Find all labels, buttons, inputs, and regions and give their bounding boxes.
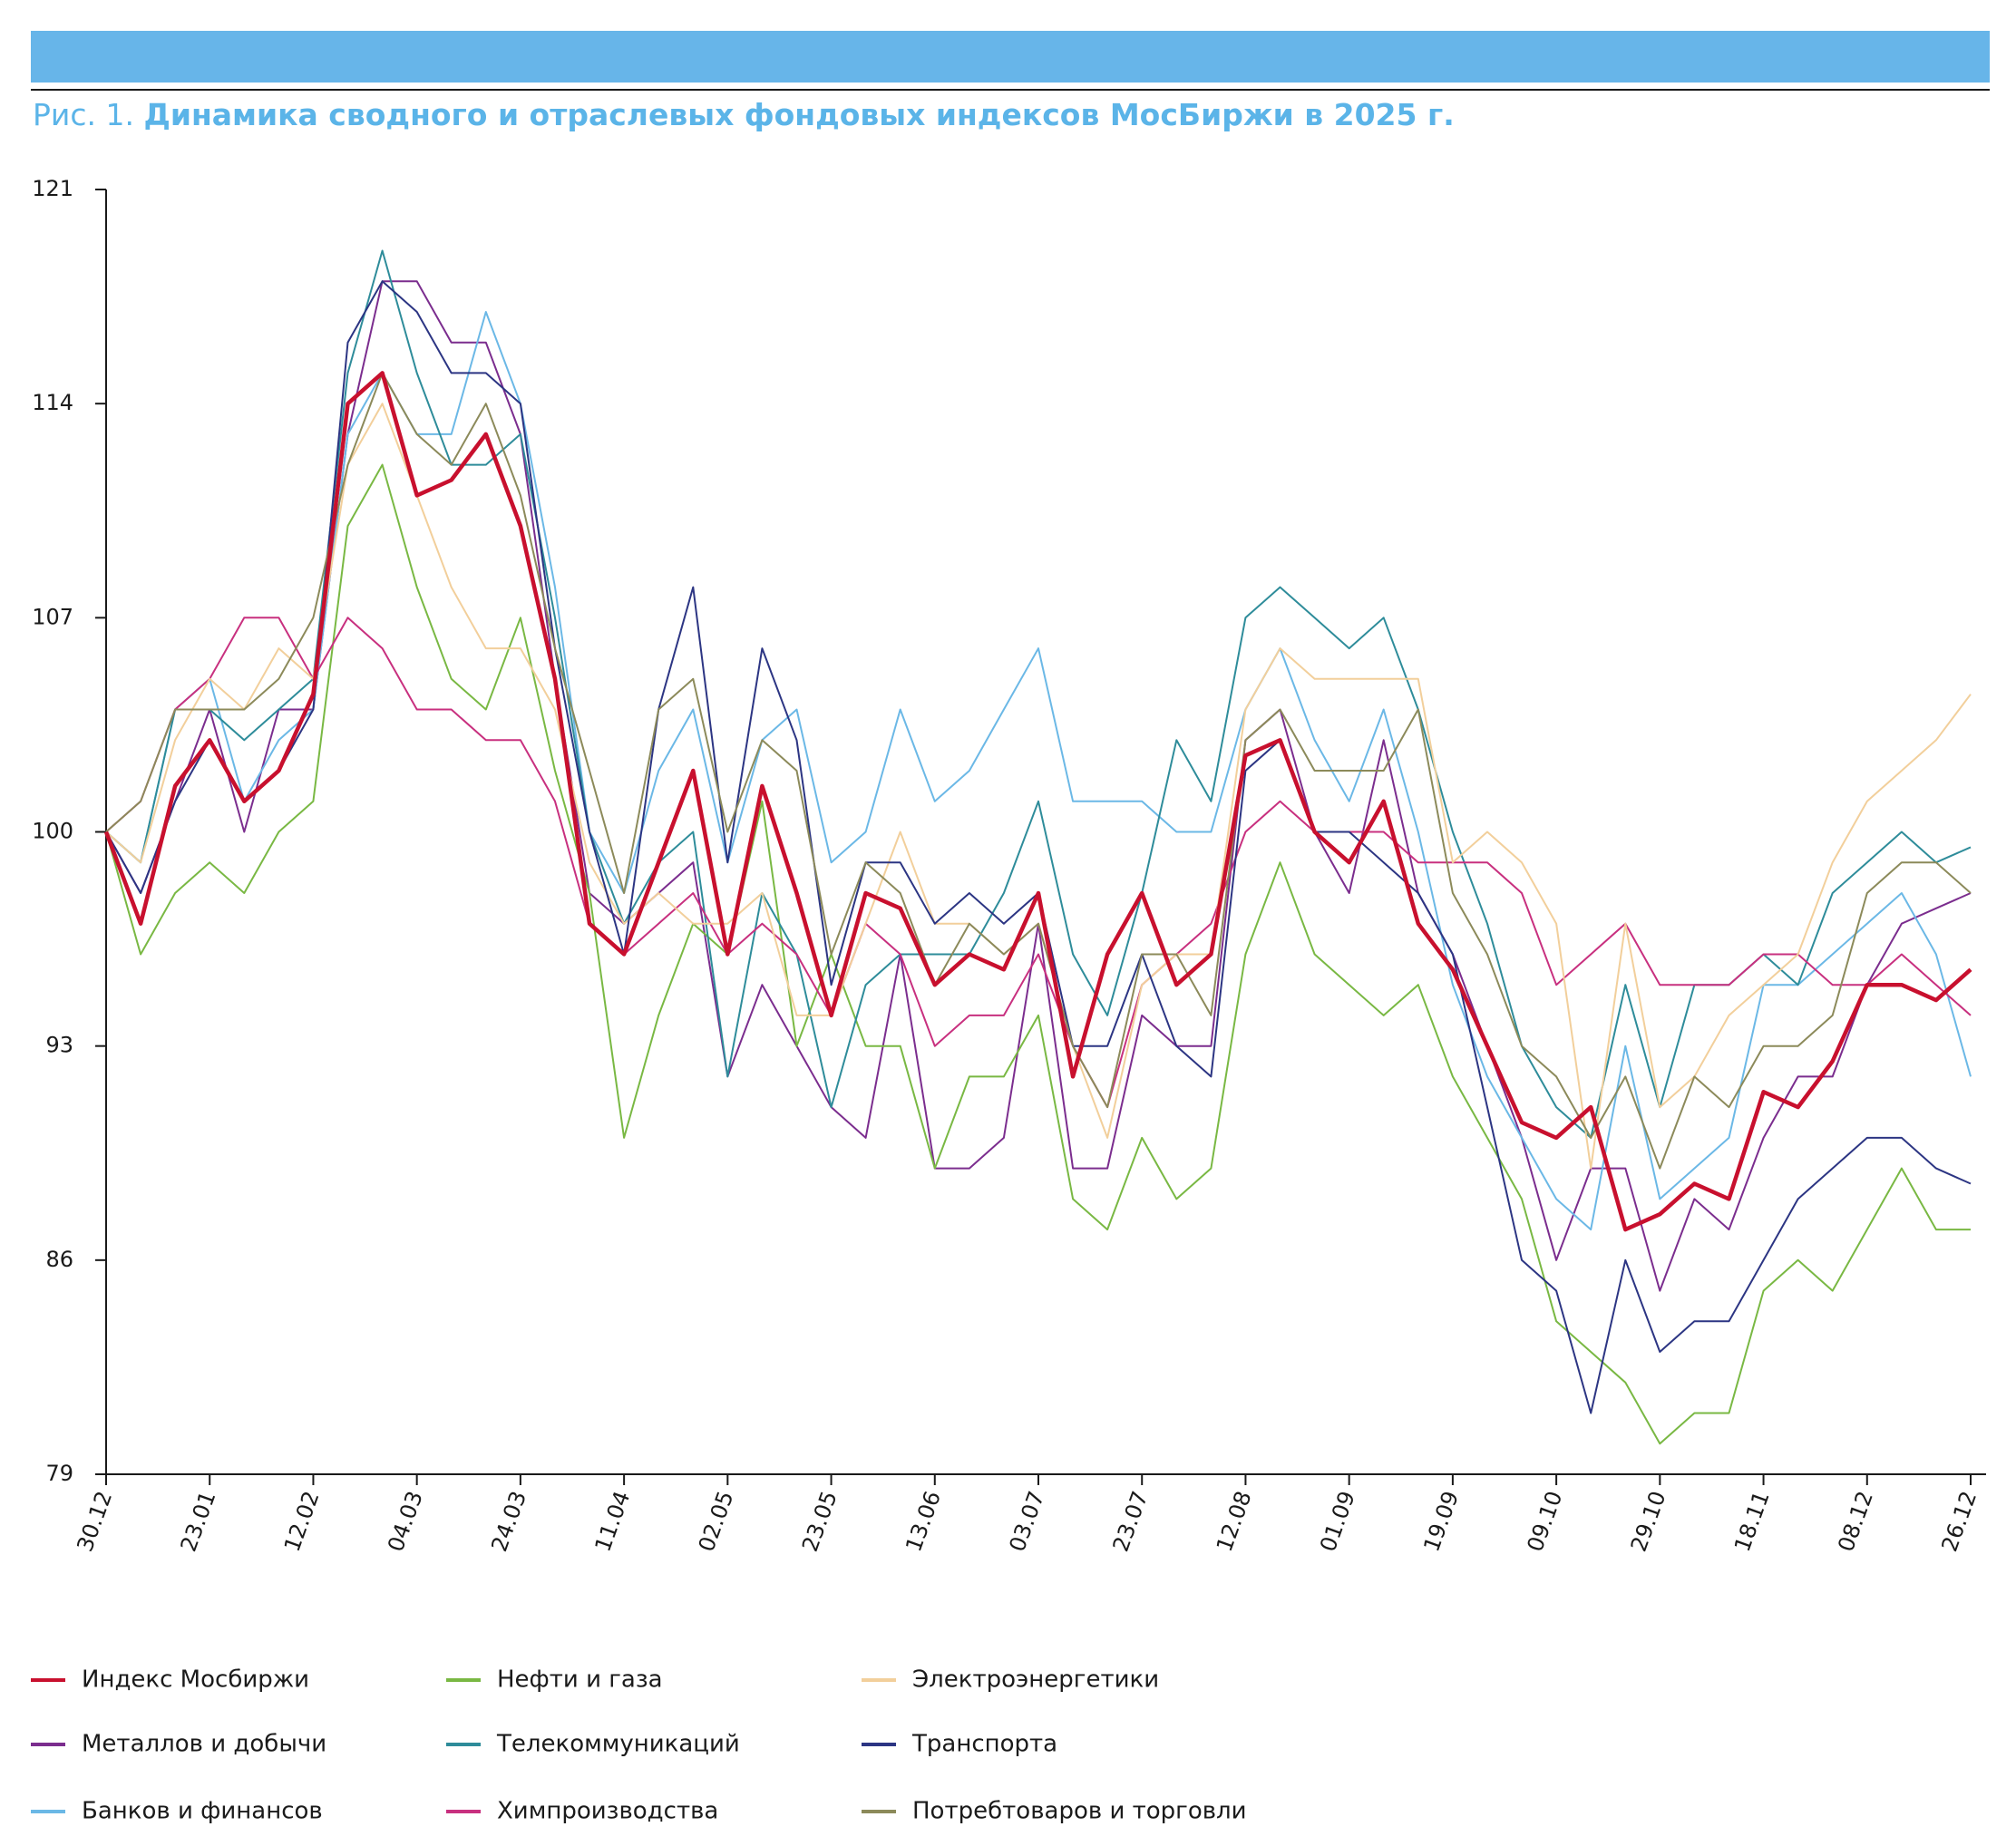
x-tick-label: 02.05	[694, 1488, 739, 1555]
x-tick-label: 08.12	[1833, 1488, 1878, 1555]
legend-label: Банков и финансов	[82, 1798, 323, 1825]
y-tick-label: 121	[32, 176, 73, 201]
x-tick-label: 30.12	[72, 1488, 117, 1555]
series-line	[105, 617, 1972, 1109]
x-tick-label: 13.06	[901, 1488, 946, 1555]
legend-label: Электроэнергетики	[912, 1666, 1159, 1694]
legend-label: Индекс Мосбиржи	[82, 1666, 309, 1694]
chart-title-wrap: Рис. 1. Динамика сводного и отраслевых ф…	[33, 97, 1455, 132]
series-line	[105, 311, 1972, 1231]
x-tick-label: 19.09	[1418, 1488, 1464, 1555]
y-tick-label: 100	[32, 819, 73, 844]
legend-label: Металлов и добычи	[82, 1731, 326, 1758]
legend-label: Телекоммуникаций	[496, 1731, 740, 1758]
x-tick-label: 12.08	[1212, 1488, 1257, 1555]
series-line	[105, 280, 1972, 1414]
x-tick-label: 09.10	[1523, 1488, 1568, 1555]
header-bar	[31, 31, 1990, 83]
x-tick-label: 29.10	[1626, 1488, 1671, 1555]
chart-title: Динамика сводного и отраслевых фондовых …	[143, 97, 1454, 132]
x-tick-label: 11.04	[590, 1488, 636, 1555]
legend-label: Химпроизводства	[497, 1798, 718, 1825]
x-tick-label: 23.07	[1108, 1488, 1154, 1555]
x-tick-label: 04.03	[383, 1488, 428, 1555]
y-tick-label: 86	[45, 1247, 73, 1272]
x-tick-label: 03.07	[1004, 1488, 1049, 1555]
legend-label: Потребтоваров и торговли	[912, 1798, 1247, 1825]
series-line	[103, 371, 1972, 1232]
series-line	[105, 280, 1972, 1292]
series-line	[105, 403, 1972, 1170]
legend-label: Нефти и газа	[497, 1666, 663, 1694]
x-tick-label: 24.03	[486, 1488, 531, 1555]
series-line	[105, 463, 1971, 1445]
x-tick-label: 12.02	[279, 1488, 325, 1555]
y-tick-label: 114	[32, 390, 73, 415]
x-tick-label: 01.09	[1315, 1488, 1360, 1555]
x-tick-label: 23.05	[797, 1488, 842, 1555]
y-tick-label: 107	[32, 604, 73, 629]
x-tick-label: 23.01	[176, 1488, 221, 1555]
y-tick-label: 79	[45, 1461, 73, 1486]
figure-label: Рис. 1.	[33, 97, 134, 132]
x-tick-label: 26.12	[1936, 1488, 1982, 1555]
y-tick-label: 93	[45, 1033, 73, 1058]
legend-label: Транспорта	[911, 1731, 1057, 1758]
x-tick-label: 18.11	[1729, 1488, 1775, 1555]
series-line	[105, 372, 1972, 1170]
